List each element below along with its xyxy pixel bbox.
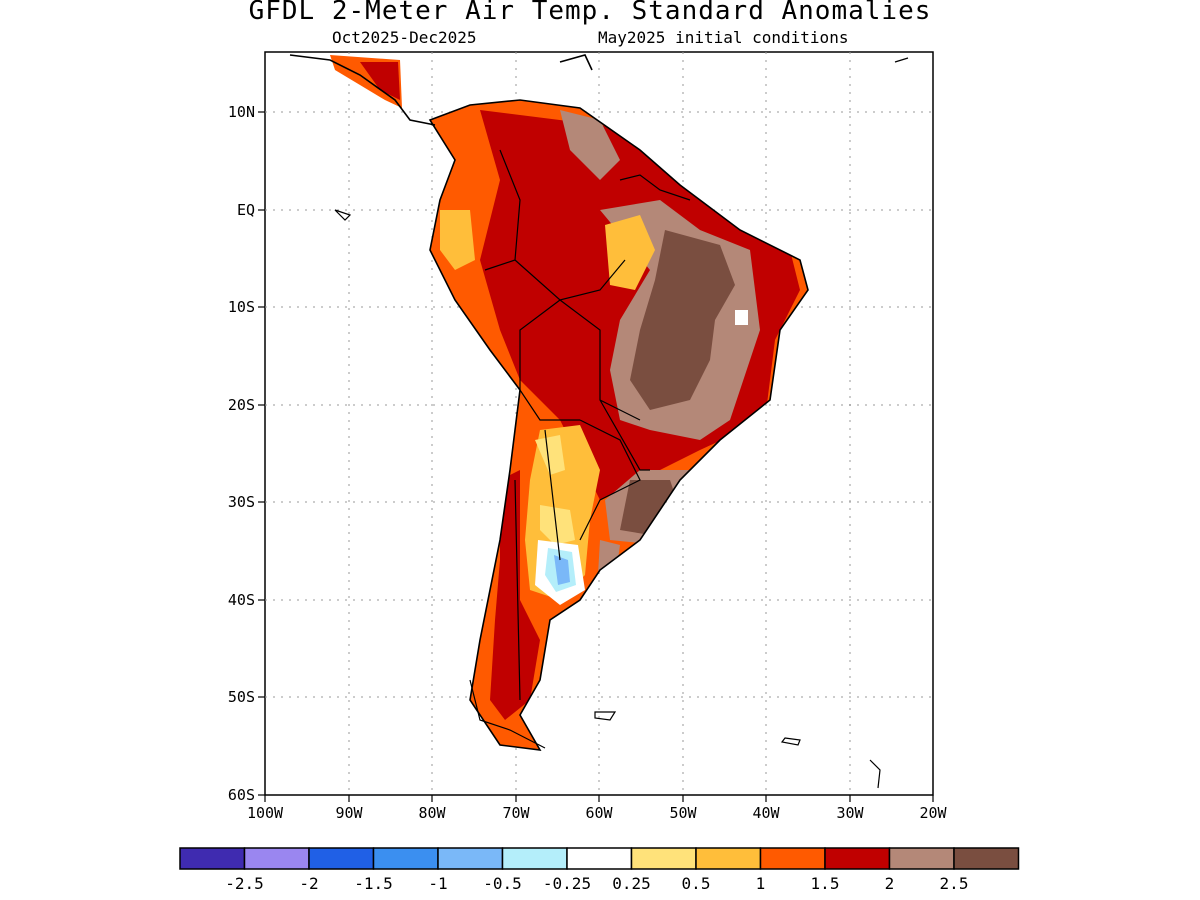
lon-tick-label: 100W bbox=[247, 804, 284, 822]
legend-tick-label: -1 bbox=[428, 874, 447, 893]
lat-tick-label: 30S bbox=[228, 493, 255, 511]
lat-tick-label: 20S bbox=[228, 396, 255, 414]
legend-tick-label: -2.5 bbox=[225, 874, 264, 893]
latitude-axis: 10N EQ 10S 20S 30S 40S 50S 60S bbox=[228, 103, 265, 804]
legend-color-box bbox=[437, 847, 504, 870]
legend-color-box bbox=[888, 847, 955, 870]
coastlines-and-borders bbox=[289, 54, 909, 789]
lon-tick-label: 20W bbox=[919, 804, 947, 822]
legend-tick-label: 1 bbox=[756, 874, 766, 893]
color-scale-labels: -2.5 -2 -1.5 -1 -0.5 -0.25 0.25 0.5 1 1.5 2 2.5 bbox=[225, 874, 968, 893]
legend-tick-label: 0.25 bbox=[612, 874, 651, 893]
lon-tick-label: 50W bbox=[669, 804, 697, 822]
legend-tick-label: 2 bbox=[885, 874, 895, 893]
legend-color-box bbox=[308, 847, 375, 870]
lat-tick-label: 10S bbox=[228, 298, 255, 316]
legend-tick-label: -0.25 bbox=[543, 874, 591, 893]
lon-tick-label: 90W bbox=[335, 804, 363, 822]
legend-tick-label: 1.5 bbox=[811, 874, 840, 893]
legend-color-box bbox=[179, 847, 246, 870]
legend-color-box bbox=[372, 847, 439, 870]
legend-tick-label: 2.5 bbox=[940, 874, 969, 893]
legend-color-box bbox=[953, 847, 1020, 870]
legend-color-box bbox=[759, 847, 826, 870]
legend-color-box bbox=[566, 847, 633, 870]
legend-tick-label: -1.5 bbox=[354, 874, 393, 893]
forecast-period: Oct2025-Dec2025 bbox=[332, 28, 477, 47]
lat-tick-label: 50S bbox=[228, 688, 255, 706]
legend-color-box bbox=[630, 847, 697, 870]
lon-tick-label: 60W bbox=[585, 804, 613, 822]
map-title: GFDL 2-Meter Air Temp. Standard Anomalie… bbox=[248, 0, 932, 26]
color-scale-legend bbox=[179, 847, 1020, 870]
initial-conditions: May2025 initial conditions bbox=[598, 28, 849, 47]
legend-tick-label: 0.5 bbox=[682, 874, 711, 893]
legend-color-box bbox=[501, 847, 568, 870]
lat-tick-label: 60S bbox=[228, 786, 255, 804]
lon-tick-label: 80W bbox=[418, 804, 446, 822]
lat-tick-label: 10N bbox=[228, 103, 255, 121]
legend-color-box bbox=[824, 847, 891, 870]
legend-color-box bbox=[695, 847, 762, 870]
lon-tick-label: 70W bbox=[502, 804, 530, 822]
legend-tick-label: -0.5 bbox=[483, 874, 522, 893]
legend-color-box bbox=[243, 847, 310, 870]
lon-tick-label: 40W bbox=[752, 804, 780, 822]
lat-tick-label: EQ bbox=[237, 201, 255, 219]
longitude-axis: 100W 90W 80W 70W 60W 50W 40W 30W 20W bbox=[247, 795, 948, 822]
lat-tick-label: 40S bbox=[228, 591, 255, 609]
legend-tick-label: -2 bbox=[299, 874, 318, 893]
lon-tick-label: 30W bbox=[836, 804, 864, 822]
